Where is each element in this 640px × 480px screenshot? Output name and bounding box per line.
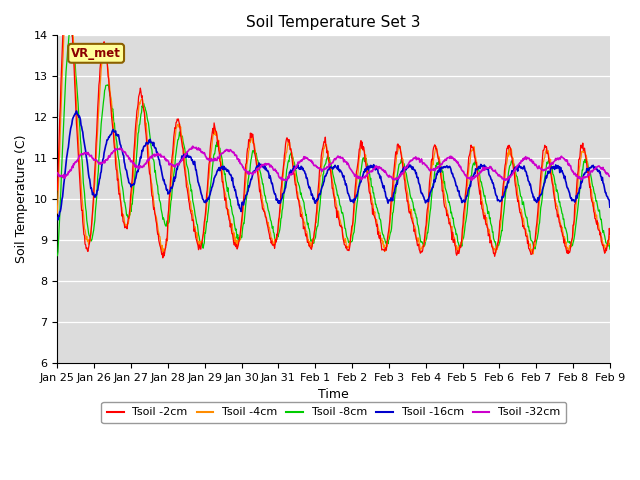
Tsoil -2cm <box>380 247 388 253</box>
Line: Tsoil -16cm: Tsoil -16cm <box>58 111 610 220</box>
Legend: Tsoil -2cm, Tsoil -4cm, Tsoil -8cm, Tsoil -16cm, Tsoil -32cm: Tsoil -2cm, Tsoil -4cm, Tsoil -8cm, Tsoi… <box>101 402 566 423</box>
Tsoil -2cm <box>284 138 292 144</box>
Tsoil -2cm <box>159 255 166 261</box>
Tsoil -32cm <box>283 178 291 183</box>
Tsoil -8cm <box>380 232 387 238</box>
Tsoil -4cm <box>580 150 588 156</box>
Tsoil -32cm <box>588 169 596 175</box>
Tsoil -32cm <box>606 173 614 179</box>
Tsoil -4cm <box>54 210 61 216</box>
Tsoil -4cm <box>81 226 88 232</box>
Tsoil -16cm <box>284 176 292 181</box>
Tsoil -8cm <box>606 246 614 252</box>
Tsoil -32cm <box>284 174 292 180</box>
Tsoil -16cm <box>380 183 388 189</box>
Tsoil -16cm <box>72 108 80 114</box>
Tsoil -16cm <box>157 166 165 172</box>
Tsoil -8cm <box>66 29 74 35</box>
Tsoil -2cm <box>157 244 164 250</box>
Tsoil -8cm <box>588 176 595 181</box>
Tsoil -16cm <box>580 173 588 179</box>
Line: Tsoil -32cm: Tsoil -32cm <box>58 146 610 180</box>
Tsoil -8cm <box>54 252 61 258</box>
Tsoil -8cm <box>157 200 164 206</box>
Line: Tsoil -2cm: Tsoil -2cm <box>58 0 610 258</box>
Tsoil -32cm <box>80 150 88 156</box>
Tsoil -2cm <box>81 232 88 238</box>
Tsoil -32cm <box>189 144 196 149</box>
Tsoil -32cm <box>580 175 588 180</box>
Text: VR_met: VR_met <box>71 47 121 60</box>
Tsoil -2cm <box>588 199 596 204</box>
Tsoil -16cm <box>54 215 61 221</box>
Tsoil -2cm <box>54 187 61 193</box>
Tsoil -32cm <box>54 170 61 176</box>
Tsoil -4cm <box>588 194 596 200</box>
Tsoil -16cm <box>81 144 89 150</box>
Y-axis label: Soil Temperature (C): Soil Temperature (C) <box>15 135 28 264</box>
Tsoil -16cm <box>588 163 596 168</box>
Title: Soil Temperature Set 3: Soil Temperature Set 3 <box>246 15 421 30</box>
Tsoil -2cm <box>606 231 614 237</box>
Tsoil -32cm <box>156 152 164 158</box>
Tsoil -16cm <box>606 204 614 210</box>
Tsoil -2cm <box>580 147 588 153</box>
Tsoil -32cm <box>380 168 388 173</box>
Tsoil -8cm <box>579 167 587 173</box>
Tsoil -8cm <box>81 190 88 196</box>
Tsoil -4cm <box>529 251 537 257</box>
X-axis label: Time: Time <box>318 388 349 401</box>
Tsoil -4cm <box>606 234 614 240</box>
Tsoil -4cm <box>380 244 387 250</box>
Tsoil -16cm <box>54 217 62 223</box>
Tsoil -4cm <box>157 239 164 245</box>
Line: Tsoil -8cm: Tsoil -8cm <box>58 32 610 255</box>
Tsoil -4cm <box>284 145 291 151</box>
Tsoil -8cm <box>284 165 291 170</box>
Line: Tsoil -4cm: Tsoil -4cm <box>58 0 610 254</box>
